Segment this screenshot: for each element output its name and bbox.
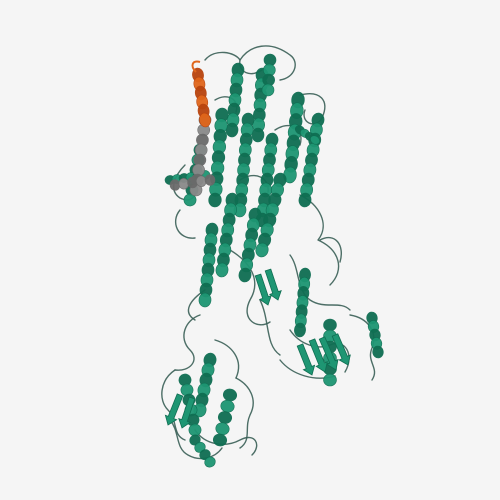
orange-helix	[192, 67, 211, 128]
helix-17-turn-4	[212, 433, 228, 447]
coil-loop-4	[175, 209, 196, 239]
beta-strand-7	[178, 396, 196, 429]
helix-1	[251, 67, 269, 143]
helix-17	[212, 388, 238, 447]
beta-strand-4	[254, 273, 272, 306]
helix-21	[294, 125, 321, 145]
helix-8-turn-7	[215, 262, 229, 278]
grey-helix-2	[169, 174, 216, 191]
helix-9-turn-7	[198, 292, 212, 308]
highlighted-helix	[169, 60, 216, 197]
helix-13-turn-6	[294, 322, 306, 338]
coil-loop-14	[161, 369, 186, 441]
beta-strand-5	[264, 268, 282, 301]
helix-1-turn-6	[251, 127, 265, 143]
helix-16	[193, 352, 217, 418]
helix-10	[238, 207, 262, 283]
helix-8	[215, 192, 239, 278]
orange-tail	[191, 60, 201, 73]
helix-0	[225, 62, 245, 138]
helix-19-turn-3	[204, 456, 216, 468]
coil-loop-13	[174, 314, 201, 371]
coil-loop-18	[169, 419, 223, 460]
helix-9	[198, 222, 219, 308]
coil-loop-7	[289, 254, 351, 311]
beta-strand-0	[296, 343, 316, 376]
coil-loop-0	[204, 45, 296, 81]
helix-10-turn-6	[238, 267, 252, 283]
helix-2	[208, 107, 229, 208]
coil-loop-10	[349, 314, 376, 381]
beta-strand-2	[318, 336, 339, 371]
grey-helix-2-turn-4	[204, 174, 216, 186]
beta-sheets	[164, 268, 351, 429]
beta-strand-3	[331, 333, 351, 366]
coil-loop-15	[214, 339, 240, 379]
helix-7	[255, 172, 287, 258]
beta-strand-6	[164, 393, 184, 426]
coil-loop-5	[299, 194, 340, 286]
helix-15-turn-0	[323, 318, 337, 332]
helix-3	[233, 112, 255, 218]
helix-2-turn-8	[208, 192, 222, 208]
helix-15-turn-5	[323, 373, 337, 387]
helix-21-turn-3	[309, 135, 321, 145]
alpha-helices	[164, 53, 384, 468]
helix-13	[294, 267, 311, 338]
coil-loop-17	[194, 429, 258, 456]
helix-14	[366, 311, 384, 359]
helix-14-turn-4	[372, 345, 384, 359]
helix-19	[189, 434, 216, 468]
helix-20-turn-3	[261, 83, 275, 97]
orange-helix-turn-5	[199, 112, 211, 128]
helix-11-turn-5	[183, 193, 197, 207]
coil-loop-16	[235, 377, 254, 449]
helix-20	[261, 53, 277, 97]
beta-strand-1	[308, 338, 328, 373]
helix-7-turn-7	[255, 242, 269, 258]
helix-6-turn-8	[298, 192, 312, 208]
coil-loop-6	[319, 236, 342, 263]
helix-5	[283, 91, 305, 184]
coil-loop-9	[259, 299, 281, 356]
